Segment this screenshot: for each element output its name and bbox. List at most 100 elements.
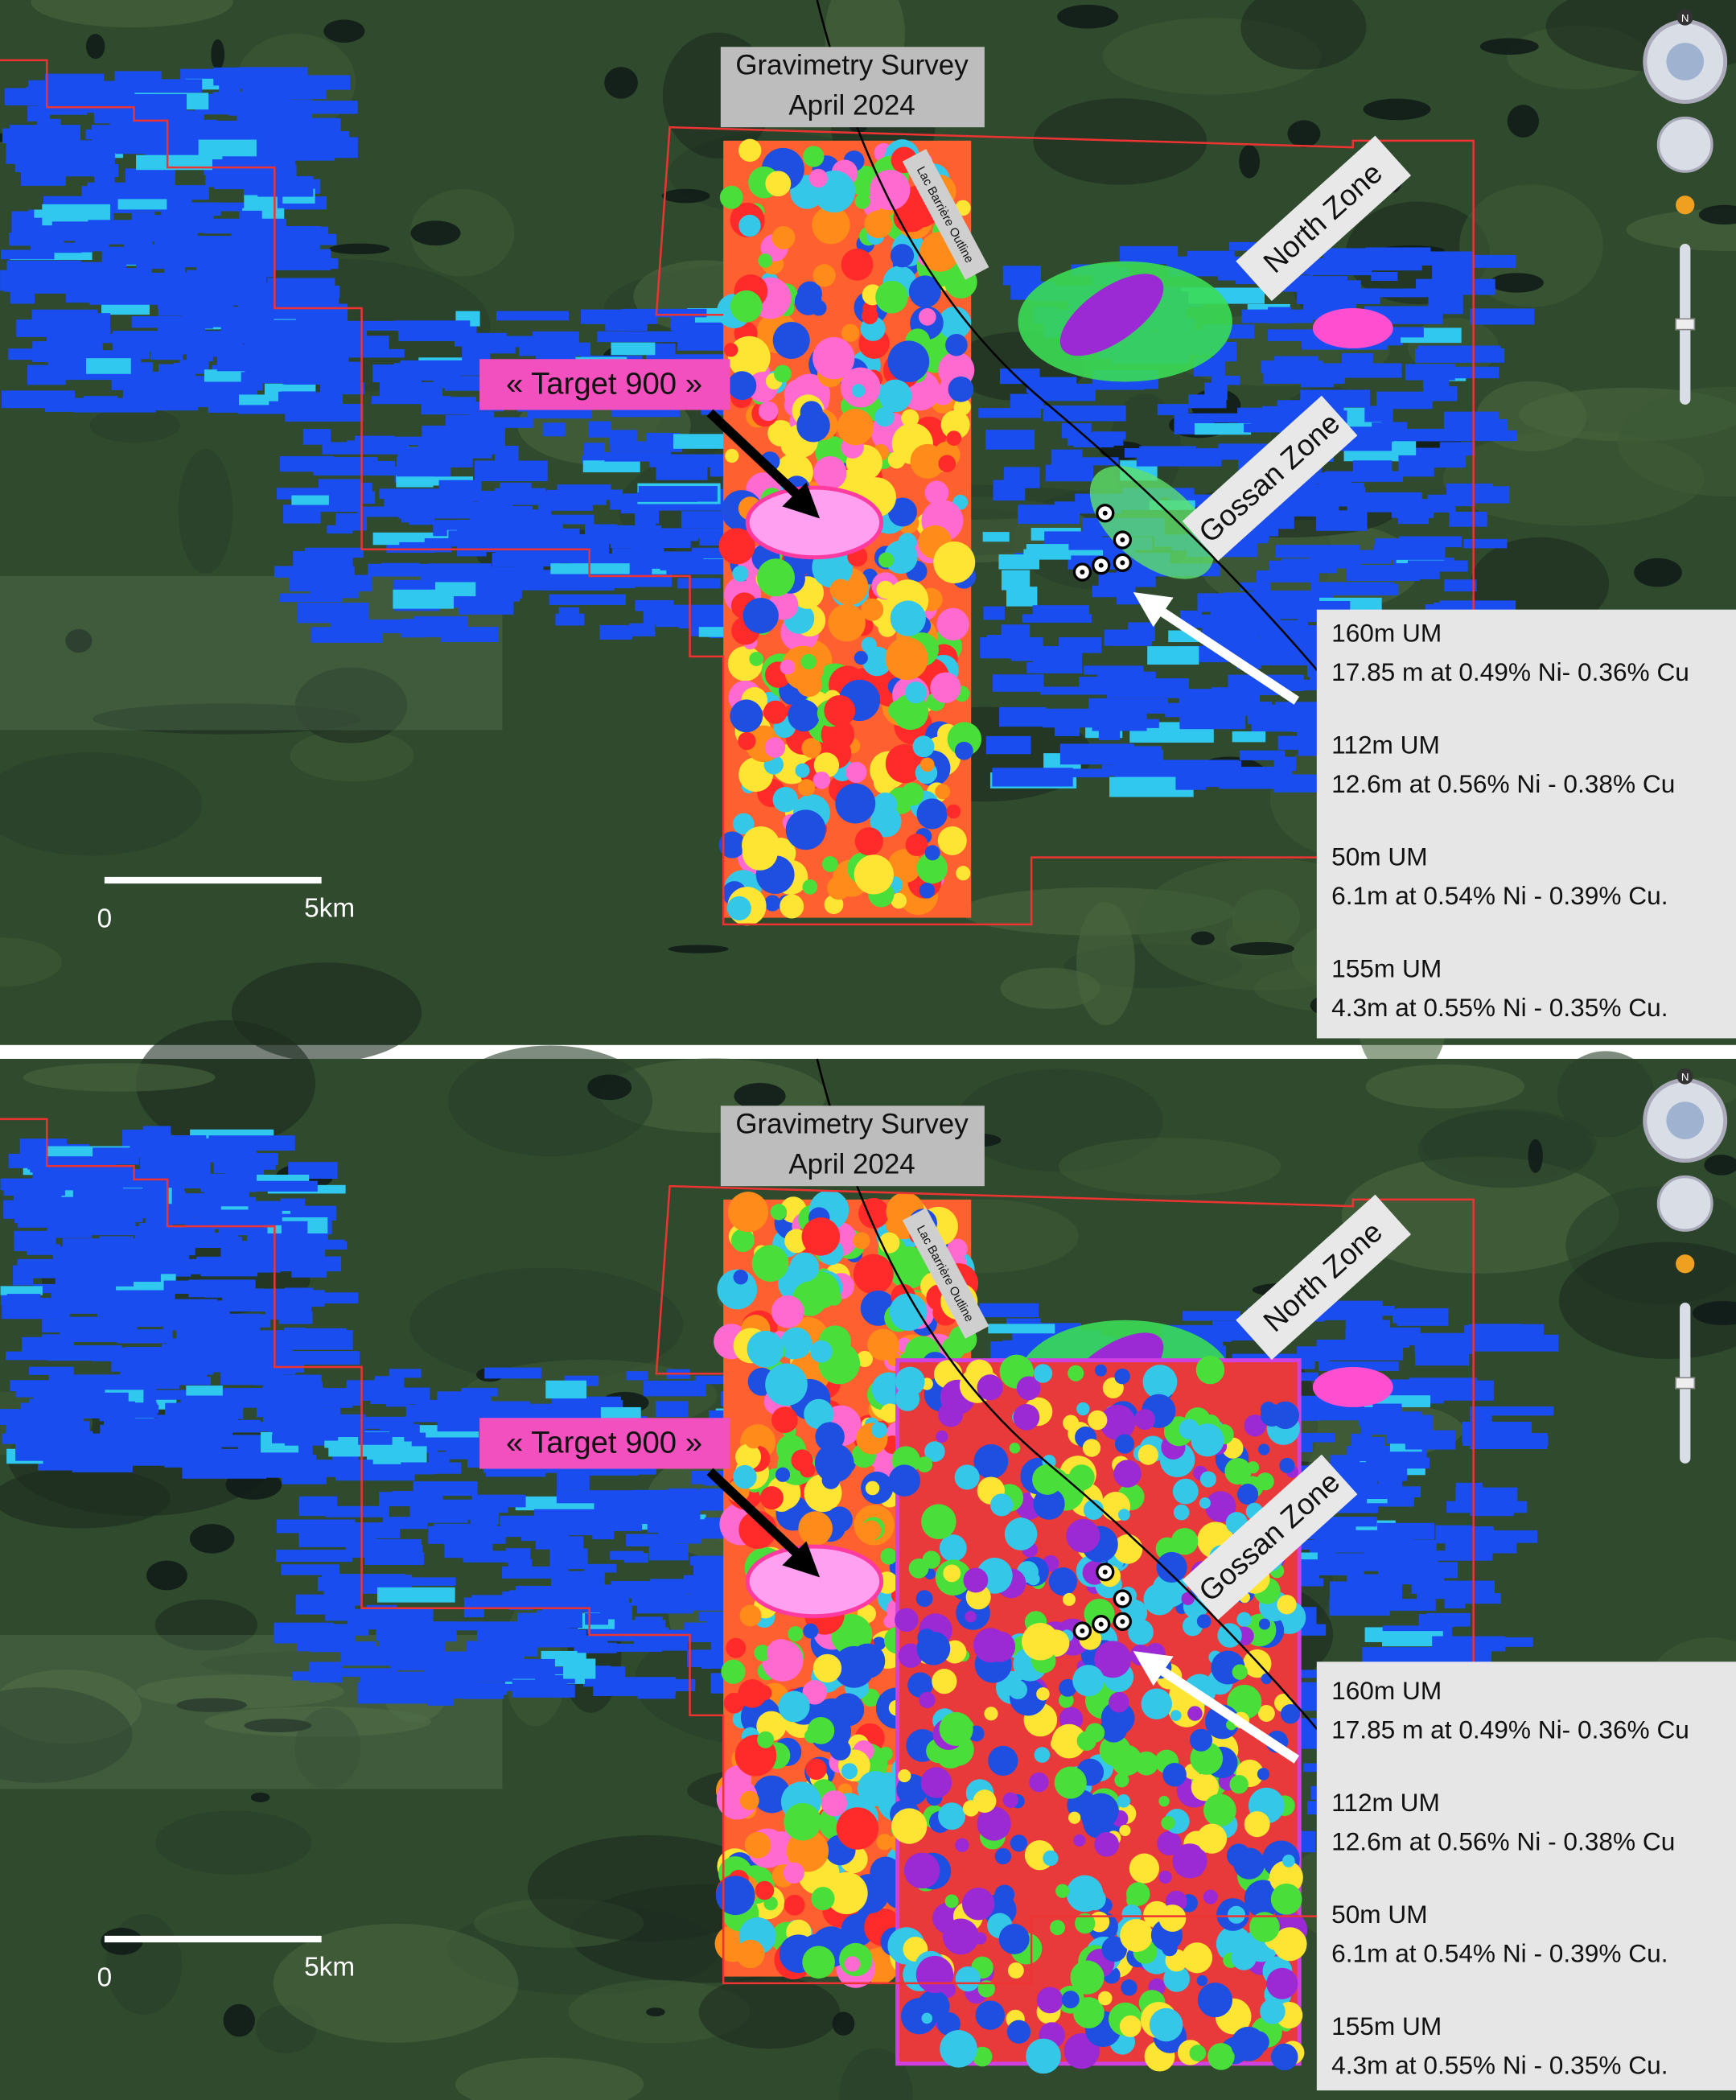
magnetic-cell bbox=[44, 341, 90, 361]
magnetic-cell bbox=[487, 339, 516, 354]
gravimetry-blob bbox=[763, 1896, 778, 1911]
overlay-blob bbox=[1036, 1987, 1063, 2014]
magnetic-cell bbox=[0, 249, 55, 260]
magnetic-cell bbox=[10, 289, 35, 304]
gravimetry-blob bbox=[854, 193, 870, 209]
magnetic-cell bbox=[1002, 266, 1042, 286]
overlay-blob bbox=[915, 1590, 933, 1608]
magnetic-cell bbox=[543, 337, 578, 351]
magnetic-cell bbox=[179, 360, 208, 369]
magnetic-cell bbox=[444, 501, 479, 517]
pan-control[interactable] bbox=[1656, 116, 1713, 173]
pan-control[interactable] bbox=[1656, 1175, 1713, 1232]
magnetic-cell bbox=[650, 1579, 693, 1593]
gravimetry-blob bbox=[938, 455, 956, 473]
overlay-blob bbox=[1149, 2007, 1183, 2042]
overlay-blob bbox=[1036, 1687, 1050, 1701]
magnetic-cell bbox=[546, 554, 619, 563]
magnetic-cell bbox=[1261, 360, 1323, 373]
gravimetry-blob bbox=[878, 379, 912, 413]
magnetic-cell bbox=[1470, 308, 1535, 325]
street-view-icon[interactable] bbox=[1676, 1254, 1695, 1274]
gravimetry-blob bbox=[876, 580, 895, 599]
overlay-blob bbox=[888, 1464, 921, 1497]
magnetic-cell bbox=[393, 1577, 456, 1586]
outline-curve bbox=[816, 1058, 1341, 1756]
gravimetry-blob bbox=[791, 1449, 813, 1472]
magnetic-cell bbox=[550, 1571, 605, 1590]
magnetic-cell bbox=[1341, 352, 1373, 369]
magnetic-cell bbox=[1001, 570, 1030, 591]
gravimetry-blob bbox=[715, 1876, 755, 1916]
gravimetry-blob bbox=[948, 376, 974, 402]
overlay-blob bbox=[1134, 1409, 1156, 1431]
gravimetry-blob bbox=[733, 1270, 748, 1285]
overlay-blob bbox=[1196, 1823, 1228, 1854]
magnetic-cell bbox=[484, 1367, 541, 1379]
compass-center[interactable] bbox=[1666, 1101, 1705, 1139]
compass-n: N bbox=[1681, 12, 1689, 24]
magnetic-cell bbox=[1188, 394, 1227, 409]
overlay-blob bbox=[1137, 1444, 1158, 1465]
gossan-anomaly bbox=[1089, 466, 1215, 579]
gravimetry-blob bbox=[773, 364, 792, 383]
magnetic-cell bbox=[28, 80, 54, 97]
gravimetry-blob bbox=[910, 443, 945, 479]
target-900-anomaly bbox=[745, 485, 884, 560]
overlay-blob bbox=[1033, 1488, 1065, 1520]
gravimetry-blob bbox=[726, 1637, 747, 1658]
magnetic-cell bbox=[193, 120, 265, 140]
magnetic-cell bbox=[1346, 565, 1420, 581]
overlay-blob bbox=[1258, 1618, 1270, 1630]
gravimetry-blob bbox=[889, 1293, 928, 1332]
overlay-blob bbox=[938, 1402, 964, 1427]
overlay-blob bbox=[943, 1564, 961, 1583]
magnetic-cell bbox=[473, 1510, 498, 1530]
magnetic-cell bbox=[0, 1178, 88, 1191]
terrain-patch bbox=[1059, 1138, 1281, 1196]
magnetic-cell bbox=[1187, 250, 1235, 260]
magnetic-cell bbox=[635, 507, 660, 524]
magnetic-cell bbox=[35, 228, 108, 241]
magnetic-cell bbox=[5, 1351, 71, 1361]
gravimetry-blob bbox=[786, 1830, 829, 1872]
magnetic-cell bbox=[677, 335, 731, 351]
lake bbox=[1528, 1139, 1543, 1173]
magnetic-cell bbox=[1397, 431, 1417, 442]
zoom-thumb[interactable] bbox=[1675, 1377, 1696, 1390]
magnetic-cell bbox=[303, 488, 335, 497]
gravimetry-blob bbox=[752, 1775, 791, 1814]
street-view-icon[interactable] bbox=[1676, 196, 1695, 215]
magnetic-cell bbox=[271, 1435, 322, 1443]
magnetic-cell bbox=[339, 403, 364, 422]
magnetic-cell bbox=[1281, 1559, 1364, 1575]
gravimetry-blob bbox=[900, 782, 924, 806]
magnetic-cell bbox=[610, 530, 691, 549]
magnetic-cell bbox=[1040, 686, 1124, 695]
magnetic-cell bbox=[677, 578, 721, 589]
zoom-thumb[interactable] bbox=[1675, 318, 1696, 331]
terrain-patch bbox=[1240, 0, 1367, 70]
magnetic-cell bbox=[158, 303, 213, 316]
overlay-blob bbox=[1181, 1942, 1213, 1974]
magnetic-cell bbox=[1183, 689, 1256, 709]
magnetic-cell bbox=[577, 1635, 608, 1653]
target-arrowhead bbox=[782, 1541, 821, 1578]
gravimetry-blob bbox=[938, 306, 972, 340]
magnetic-cell bbox=[354, 435, 395, 444]
magnetic-cell bbox=[257, 175, 314, 197]
gravimetry-blob bbox=[765, 171, 792, 197]
magnetic-cell bbox=[87, 182, 142, 195]
gravimetry-blob bbox=[802, 1680, 827, 1705]
magnetic-cell bbox=[495, 446, 519, 461]
magnetic-cell bbox=[670, 312, 695, 331]
magnetic-cell bbox=[285, 1468, 371, 1477]
magnetic-cell bbox=[381, 562, 420, 574]
gravimetry-blob bbox=[738, 1678, 767, 1708]
overlay-blob bbox=[921, 1504, 956, 1540]
magnetic-cell bbox=[1464, 1325, 1512, 1336]
magnetic-cell bbox=[287, 369, 329, 381]
gravimetry-blob bbox=[780, 1327, 812, 1359]
survey-label: April 2024 bbox=[788, 1148, 915, 1180]
compass-center[interactable] bbox=[1666, 43, 1705, 80]
